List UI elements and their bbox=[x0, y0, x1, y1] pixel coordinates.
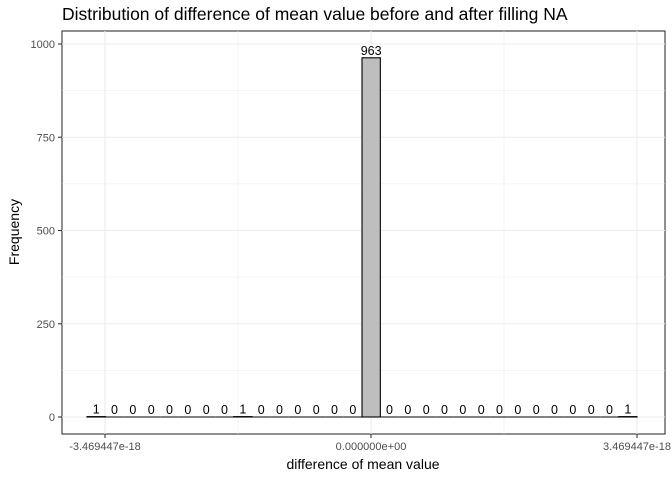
bar-count-label: 0 bbox=[276, 403, 283, 417]
bar-count-label: 0 bbox=[606, 403, 613, 417]
bar-count-label: 0 bbox=[423, 403, 430, 417]
histogram-bar bbox=[361, 57, 381, 418]
bar-count-label: 1 bbox=[239, 403, 246, 417]
bar-count-label: 0 bbox=[258, 403, 265, 417]
bar-count-label: 0 bbox=[331, 403, 338, 417]
y-axis-label: Frequency bbox=[6, 198, 22, 266]
bar-count-label: 0 bbox=[129, 403, 136, 417]
y-tick-label: 750 bbox=[37, 132, 55, 144]
x-tick-label: 3.469447e-18 bbox=[603, 441, 671, 453]
bar-count-label: 1 bbox=[93, 403, 100, 417]
y-tick-label: 500 bbox=[37, 226, 55, 238]
bar-count-label: 0 bbox=[386, 403, 393, 417]
bar-count-label: 1 bbox=[624, 403, 631, 417]
bar-count-label: 0 bbox=[478, 403, 485, 417]
bar-count-label: 0 bbox=[496, 403, 503, 417]
bar-count-label: 0 bbox=[111, 403, 118, 417]
y-tick-label: 250 bbox=[37, 319, 55, 331]
bar-count-label: 0 bbox=[588, 403, 595, 417]
bar-count-label: 0 bbox=[459, 403, 466, 417]
bar-count-label: 0 bbox=[551, 403, 558, 417]
bar-count-label: 0 bbox=[148, 403, 155, 417]
bar-count-label: 0 bbox=[349, 403, 356, 417]
chart-title: Distribution of difference of mean value… bbox=[62, 4, 568, 24]
y-tick-label: 1000 bbox=[31, 39, 55, 51]
bar-count-label: 0 bbox=[514, 403, 521, 417]
histogram-bars bbox=[86, 57, 638, 418]
bar-count-label: 0 bbox=[166, 403, 173, 417]
bar-count-label: 0 bbox=[533, 403, 540, 417]
x-tick-label: -3.469447e-18 bbox=[69, 441, 141, 453]
y-tick-label: 0 bbox=[49, 412, 55, 424]
bar-count-label: 0 bbox=[221, 403, 228, 417]
bar-count-label: 0 bbox=[569, 403, 576, 417]
bar-count-label: 0 bbox=[294, 403, 301, 417]
bar-count-label: 0 bbox=[404, 403, 411, 417]
bar-count-label: 0 bbox=[203, 403, 210, 417]
x-tick-label: 0.000000e+00 bbox=[336, 441, 407, 453]
bar-count-label: 963 bbox=[361, 44, 382, 58]
x-axis-label: difference of mean value bbox=[286, 456, 440, 472]
bar-count-label: 0 bbox=[441, 403, 448, 417]
bar-count-label: 0 bbox=[184, 403, 191, 417]
bar-count-label: 0 bbox=[313, 403, 320, 417]
